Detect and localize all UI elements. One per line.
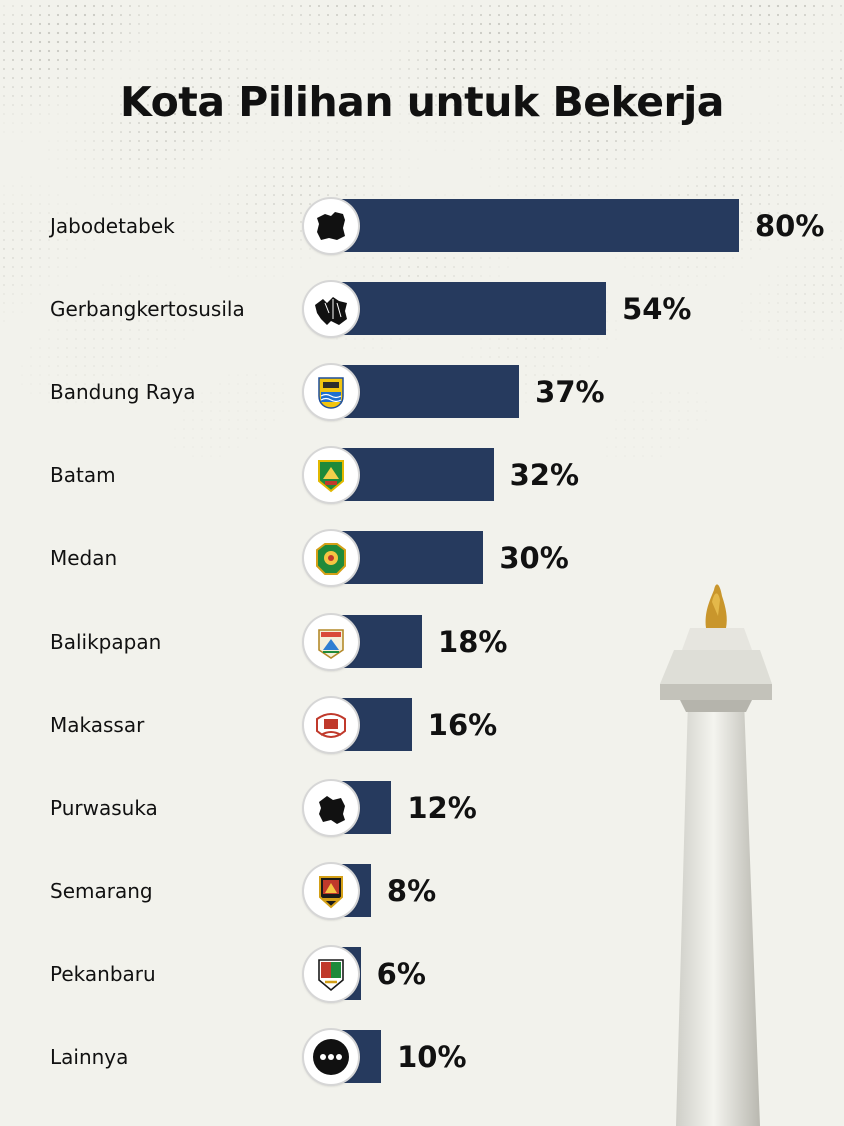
gerbangkertosusila-map-icon	[304, 282, 358, 337]
more-dots-icon	[304, 1030, 358, 1084]
value-label: 8%	[386, 873, 437, 908]
category-label: Makassar	[50, 712, 145, 737]
value-label: 12%	[407, 790, 477, 825]
category-label: Balikpapan	[50, 629, 162, 654]
bar-row: Gerbangkertosusila 54%	[0, 282, 844, 337]
value-label: 80%	[755, 209, 825, 243]
bar-row: Makassar 16%	[0, 697, 844, 752]
category-label: Jabodetabek	[50, 214, 175, 238]
bar-row: Semarang 8%	[0, 863, 844, 918]
medan-emblem-icon	[304, 531, 358, 586]
bar-row: Batam 32%	[0, 448, 844, 503]
bar-row: Purwasuka 12%	[0, 780, 844, 835]
semarang-emblem-icon	[304, 863, 358, 918]
bar-row: Bandung Raya 37%	[0, 365, 844, 420]
bar	[330, 282, 607, 336]
batam-emblem-icon	[304, 448, 358, 503]
value-label: 6%	[376, 956, 426, 991]
value-label: 37%	[535, 375, 605, 410]
pekanbaru-emblem-icon	[304, 946, 358, 1001]
category-label: Gerbangkertosusila	[50, 297, 245, 322]
bar-row: Medan 30%	[0, 531, 844, 586]
jabodetabek-map-icon	[304, 199, 358, 253]
category-label: Batam	[50, 463, 116, 488]
bar	[330, 365, 520, 419]
chart-title: Kota Pilihan untuk Bekerja	[120, 78, 724, 126]
makassar-emblem-icon	[304, 697, 358, 752]
category-label: Lainnya	[50, 1045, 129, 1069]
bar	[330, 199, 739, 252]
bar-row: Balikpapan 18%	[0, 614, 844, 669]
category-label: Semarang	[50, 878, 153, 903]
category-label: Bandung Raya	[50, 380, 196, 405]
bandung-emblem-icon	[304, 365, 358, 420]
category-label: Pekanbaru	[50, 961, 156, 986]
bar-row: Lainnya 10%	[0, 1030, 844, 1084]
value-label: 18%	[438, 624, 508, 659]
value-label: 16%	[427, 707, 498, 742]
value-label: 54%	[622, 292, 692, 327]
bar-row: Pekanbaru 6%	[0, 946, 844, 1001]
category-label: Purwasuka	[50, 795, 158, 820]
value-label: 32%	[509, 458, 580, 493]
category-label: Medan	[50, 546, 118, 571]
balikpapan-emblem-icon	[304, 614, 358, 669]
value-label: 30%	[499, 541, 569, 576]
bar-row: Jabodetabek 80%	[0, 199, 844, 253]
value-label: 10%	[397, 1040, 467, 1074]
purwasuka-map-icon	[304, 780, 358, 835]
